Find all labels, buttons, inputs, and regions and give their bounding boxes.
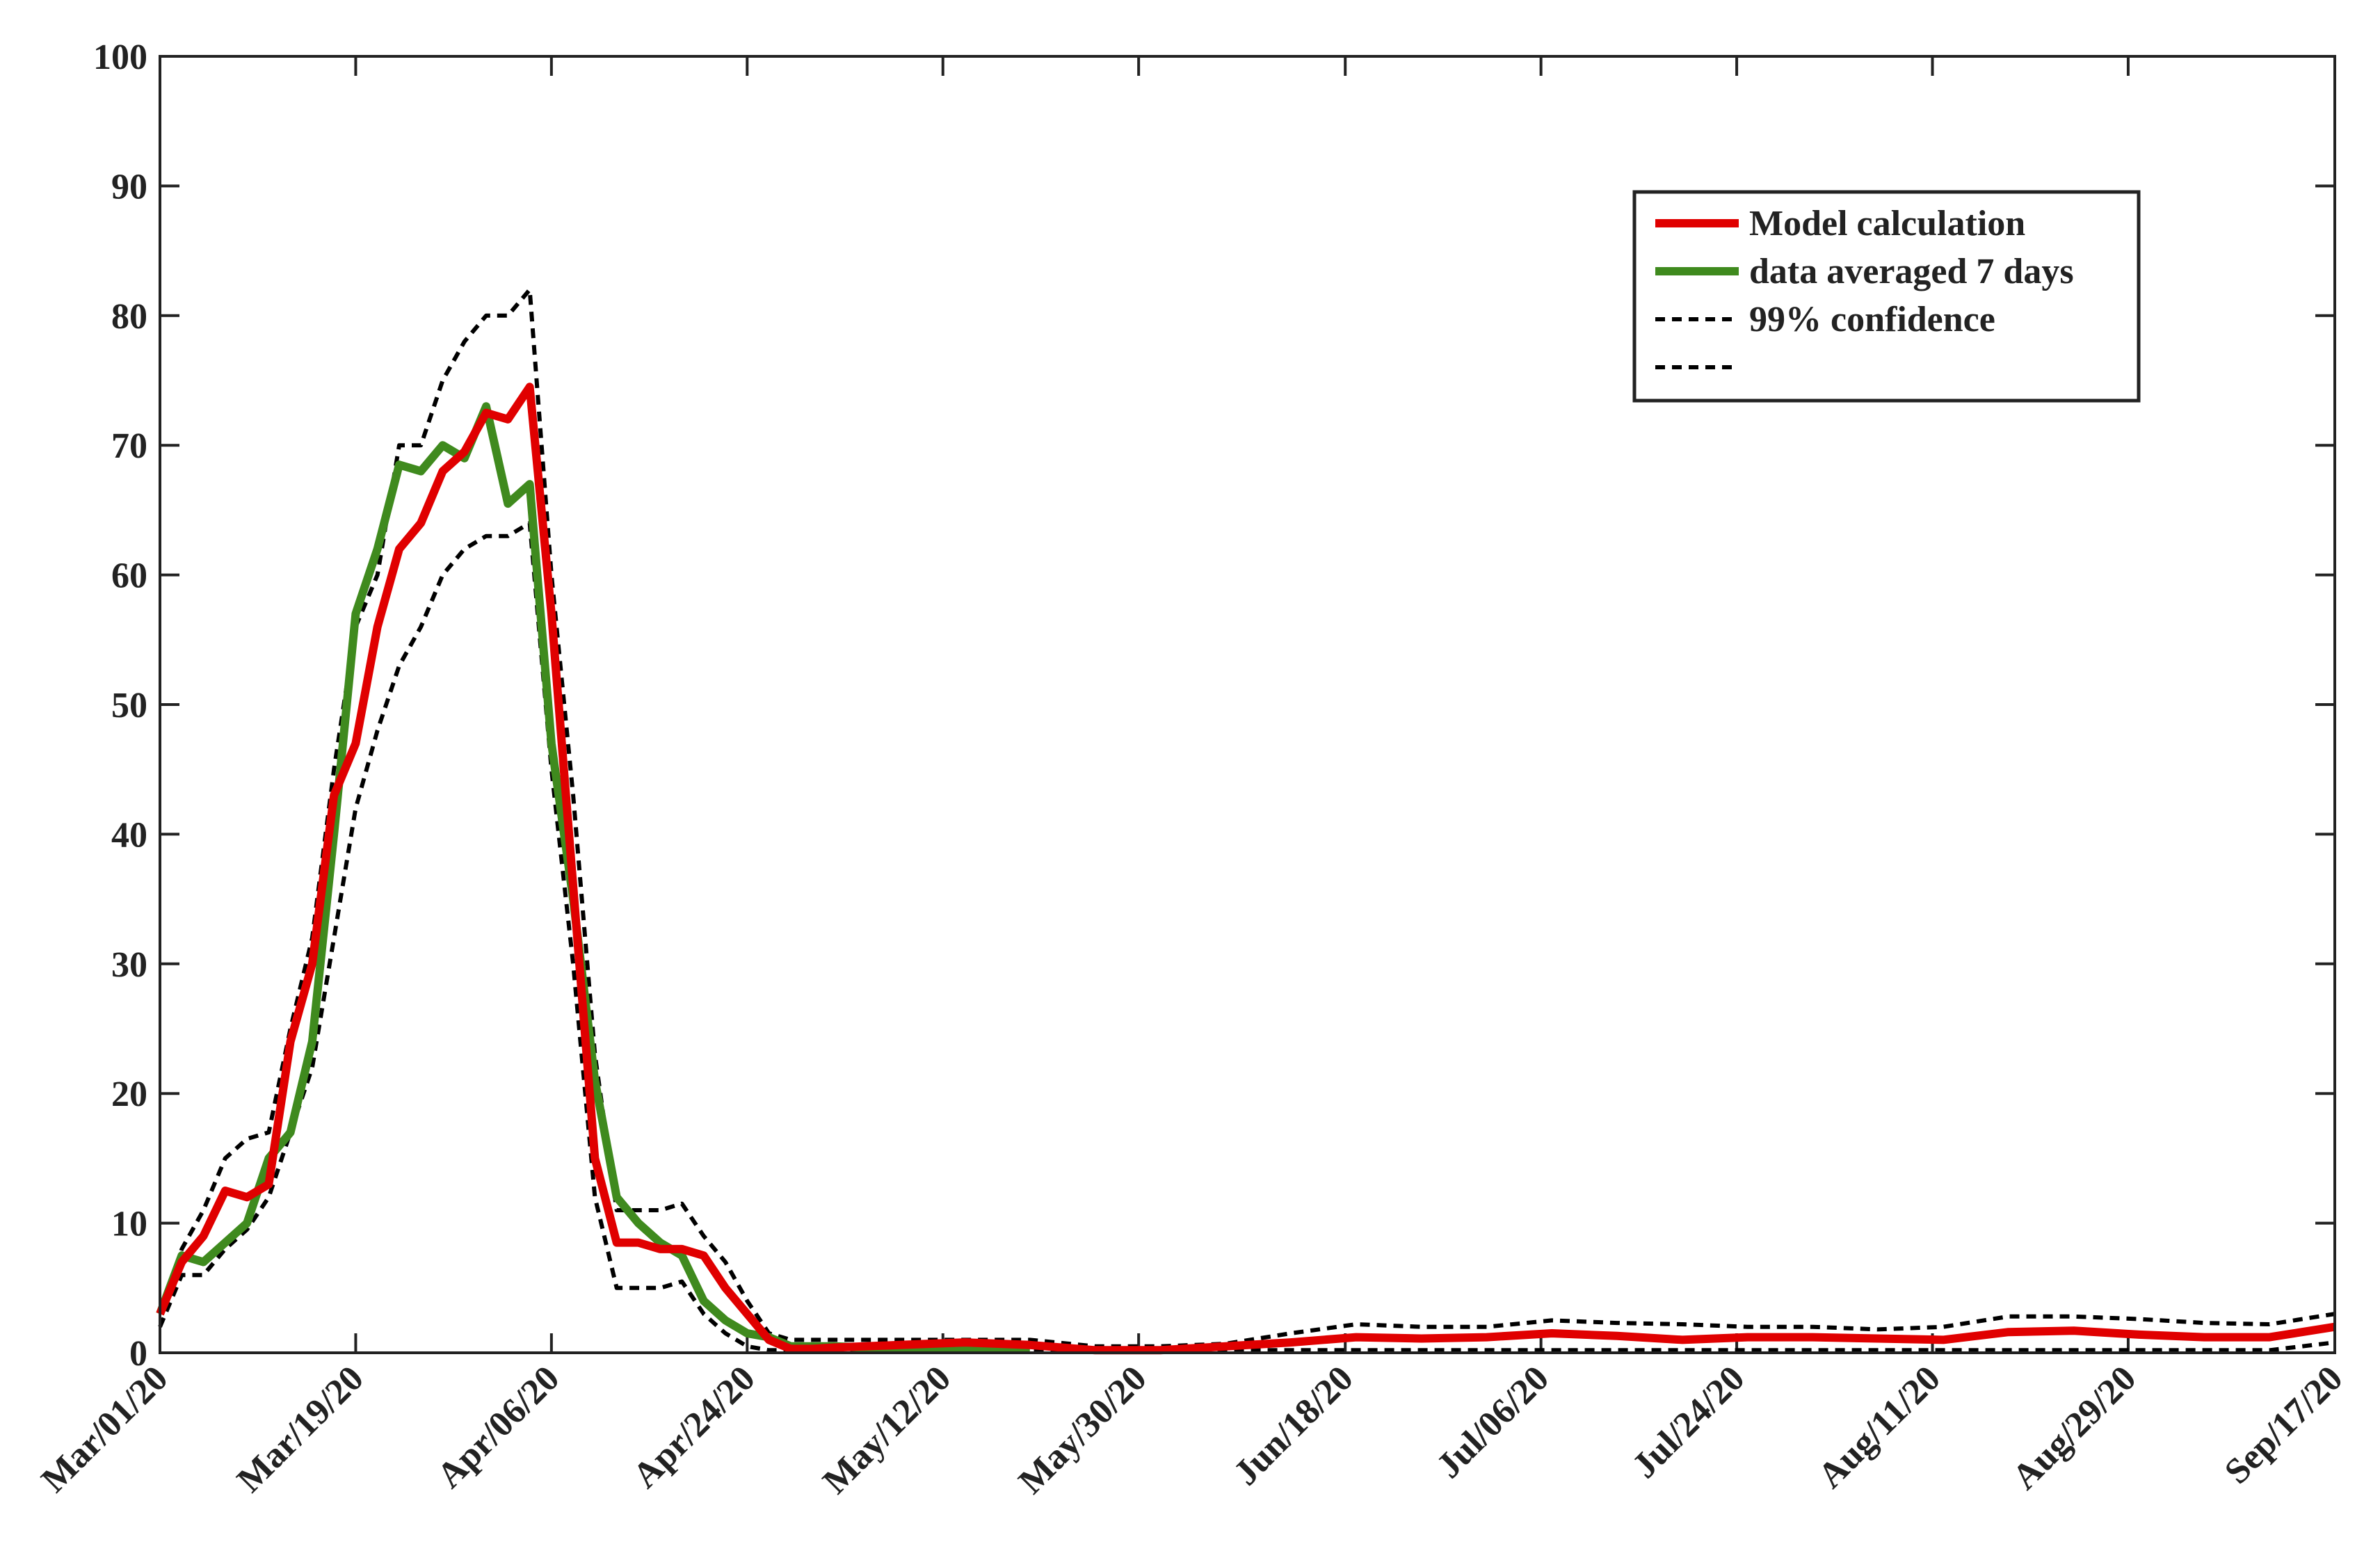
legend-label: 99% confidence bbox=[1749, 300, 1995, 339]
y-tick-label: 100 bbox=[93, 38, 147, 77]
x-tick-label: Jul/24/20 bbox=[1625, 1358, 1752, 1486]
y-tick-label: 40 bbox=[111, 815, 147, 855]
plot-frame bbox=[159, 55, 2336, 1354]
x-tick-label: Jul/06/20 bbox=[1429, 1358, 1557, 1486]
y-tick-label: 20 bbox=[111, 1075, 147, 1114]
x-tick-label: Aug/11/20 bbox=[1810, 1358, 1948, 1496]
legend-label: data averaged 7 days bbox=[1749, 252, 2074, 291]
x-tick-label: Apr/24/20 bbox=[625, 1358, 763, 1496]
series-line bbox=[158, 287, 2335, 1349]
y-tick-label: 60 bbox=[111, 556, 147, 596]
y-tick-label: 70 bbox=[111, 426, 147, 466]
x-tick-label: Aug/29/20 bbox=[2005, 1358, 2144, 1497]
x-tick-label: Jun/18/20 bbox=[1226, 1358, 1361, 1493]
x-tick-label: May/30/20 bbox=[1011, 1358, 1155, 1502]
y-tick-label: 90 bbox=[111, 167, 147, 207]
series-line bbox=[156, 402, 1030, 1353]
x-tick-label: Mar/19/20 bbox=[230, 1358, 371, 1500]
legend-label: Model calculation bbox=[1749, 204, 2025, 243]
x-tick-label: Mar/01/20 bbox=[34, 1358, 176, 1500]
x-tick-label: Sep/17/20 bbox=[2217, 1358, 2351, 1492]
y-tick-label: 80 bbox=[111, 297, 147, 337]
x-tick-label: Apr/06/20 bbox=[430, 1358, 568, 1496]
series-line bbox=[158, 521, 2335, 1353]
y-tick-label: 10 bbox=[111, 1205, 147, 1244]
series-line bbox=[156, 383, 2335, 1355]
y-tick-label: 50 bbox=[111, 686, 147, 725]
x-tick-label: May/12/20 bbox=[815, 1358, 958, 1502]
y-tick-label: 30 bbox=[111, 945, 147, 985]
y-tick-label: 0 bbox=[129, 1334, 147, 1374]
